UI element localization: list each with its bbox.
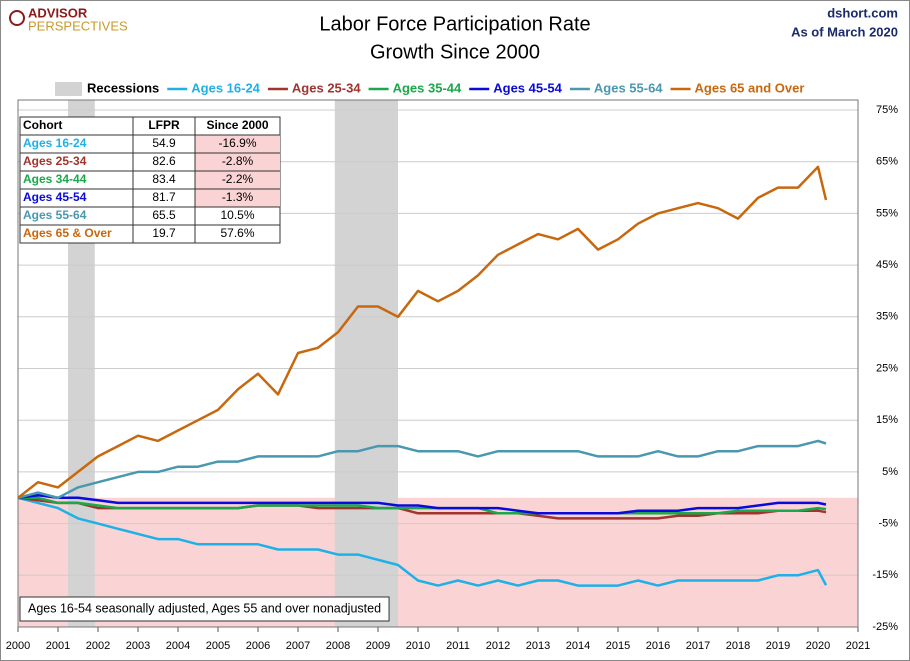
note-box [19,596,390,622]
x-tick-label: 2003 [126,640,150,652]
table-cell: 54.9 [152,136,176,150]
table-cell-bg [195,135,280,153]
table-cell: Ages 34-44 [23,172,87,186]
as-of: As of March 2020 [791,24,898,39]
recession [334,100,398,627]
series-line [17,496,828,587]
table-cell: 83.4 [152,172,176,186]
x-tick-label: 2018 [726,640,750,652]
y-tick-label: 55% [876,207,898,219]
legend-label: Ages 16-24 [191,80,260,95]
series-line [18,496,827,515]
table-header: Since 2000 [206,118,268,132]
x-tick-label: 2000 [6,640,30,652]
chart-title: Labor Force Participation Rate [319,13,590,35]
series-line [17,493,827,515]
x-tick-label: 2004 [166,640,190,652]
x-tick-label: 2001 [46,640,70,652]
table-cell: -2.2% [222,172,254,186]
logo-top: ADVISOR [28,5,88,20]
legend-label: Ages 65 and Over [695,80,805,95]
legend-label: Ages 55-64 [594,80,663,95]
x-tick-label: 2010 [406,640,430,652]
table-header: LFPR [148,118,180,132]
table-cell: 57.6% [220,226,254,240]
table-cell: Ages 16-24 [23,136,87,150]
table-cell: Ages 25-34 [23,154,87,168]
series-line [17,439,827,500]
table-cell: -2.8% [222,154,254,168]
x-tick-label: 2012 [486,640,510,652]
logo-bottom: PERSPECTIVES [28,18,128,33]
site: dshort.com [827,5,898,20]
legend-swatch [55,82,82,96]
table-cell: Ages 45-54 [23,190,87,204]
x-tick-label: 2013 [526,640,550,652]
legend-label: Ages 35-44 [393,80,462,95]
table-cell-bg [195,189,280,207]
x-tick-label: 2005 [206,640,230,652]
note: Ages 16-54 seasonally adjusted, Ages 55 … [28,601,381,615]
x-tick-label: 2019 [766,640,790,652]
y-tick-label: 15% [876,414,898,426]
legend-label: Ages 25-34 [292,80,361,95]
x-tick-label: 2020 [806,640,830,652]
table-header: Cohort [23,118,62,132]
x-tick-label: 2016 [646,640,670,652]
y-tick-label: 75% [876,104,898,116]
table-cell: Ages 55-64 [23,208,87,222]
legend-label: Recessions [87,80,159,95]
x-tick-label: 2015 [606,640,630,652]
table-cell: -1.3% [222,190,254,204]
x-tick-label: 2021 [846,640,870,652]
table-cell-bg [195,171,280,189]
y-tick-label: 35% [876,311,898,323]
table-cell: 81.7 [152,190,176,204]
series-line [17,165,828,499]
table-cell: -16.9% [218,136,256,150]
table-cell: 19.7 [152,226,176,240]
table-cell: 65.5 [152,208,176,222]
x-tick-label: 2009 [366,640,390,652]
plot-border [17,99,859,628]
y-tick-label: -5% [878,518,898,530]
y-tick-label: 65% [876,156,898,168]
x-tick-label: 2006 [246,640,270,652]
logo-icon [9,10,25,26]
x-tick-label: 2002 [86,640,110,652]
x-tick-label: 2011 [446,640,470,652]
x-tick-label: 2007 [286,640,310,652]
y-tick-label: -25% [872,621,898,633]
table-cell: 82.6 [152,154,176,168]
x-tick-label: 2014 [566,640,590,652]
chart-subtitle: Growth Since 2000 [370,41,540,63]
y-tick-label: 45% [876,259,898,271]
x-tick-label: 2008 [326,640,350,652]
table-cell-bg [195,153,280,171]
table-cell: Ages 65 & Over [23,226,112,240]
y-tick-label: -15% [872,569,898,581]
y-tick-label: 25% [876,362,898,374]
table-cell: 10.5% [220,208,254,222]
legend-label: Ages 45-54 [493,80,562,95]
x-tick-label: 2017 [686,640,710,652]
y-tick-label: 5% [882,466,898,478]
